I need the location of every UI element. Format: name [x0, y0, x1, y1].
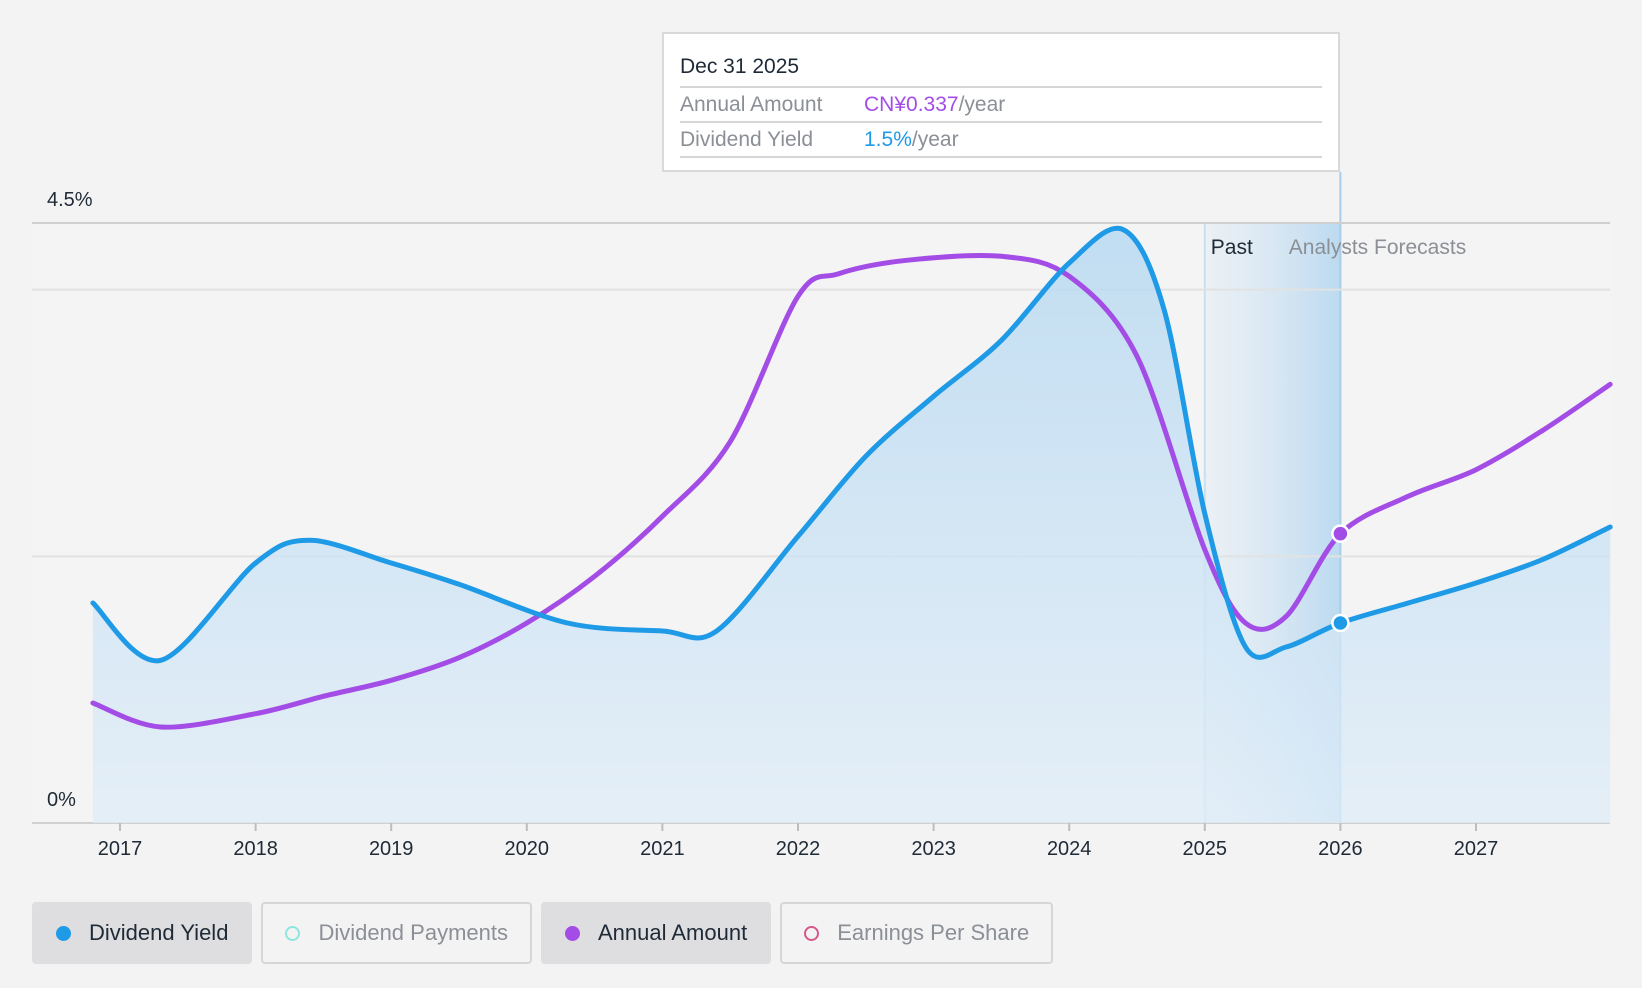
x-tick-label: 2024 — [1047, 838, 1092, 860]
x-tick-label: 2017 — [98, 838, 143, 860]
annual-amount-marker — [1331, 524, 1350, 543]
y-tick-label: 0% — [47, 789, 76, 811]
legend-label: Earnings Per Share — [837, 920, 1030, 945]
legend-dividend-yield[interactable]: Dividend Yield — [32, 902, 253, 964]
legend-dot-icon — [56, 925, 71, 941]
tooltip-row-annual-amount: Annual Amount CN¥0.337 /year — [680, 88, 1322, 123]
legend-ring-icon — [285, 925, 301, 941]
dividend-yield-line — [90, 225, 1613, 664]
x-tick-label: 2023 — [911, 838, 956, 860]
legend-label: Dividend Yield — [89, 920, 229, 945]
dividend-yield-marker — [1331, 613, 1350, 633]
legend-dividend-payments[interactable]: Dividend Payments — [261, 902, 532, 964]
tooltip-unit: /year — [958, 93, 1006, 116]
legend-earnings-per-share[interactable]: Earnings Per Share — [780, 902, 1054, 964]
legend-label: Dividend Payments — [318, 920, 508, 945]
past-label: Past — [1211, 236, 1253, 259]
x-tick-label: 2026 — [1318, 838, 1363, 860]
x-tick-label: 2019 — [369, 838, 414, 860]
chart-legend: Dividend Yield Dividend Payments Annual … — [32, 902, 1062, 964]
legend-label: Annual Amount — [597, 920, 748, 945]
x-tick-label: 2022 — [776, 838, 821, 860]
legend-annual-amount[interactable]: Annual Amount — [540, 902, 772, 964]
tooltip-label: Dividend Yield — [680, 128, 814, 151]
tooltip-row-dividend-yield: Dividend Yield 1.5% /year — [680, 123, 1322, 158]
x-tick-label: 2027 — [1454, 838, 1499, 860]
forecast-label: Analysts Forecasts — [1289, 236, 1466, 259]
tooltip-unit: /year — [911, 128, 959, 151]
x-tick-label: 2020 — [505, 838, 550, 860]
tooltip-value: 1.5% — [864, 128, 912, 151]
legend-dot-icon — [564, 925, 580, 941]
chart-tooltip: Dec 31 2025 Annual Amount CN¥0.337 /year… — [662, 32, 1340, 172]
y-tick-label: 4.5% — [47, 189, 93, 211]
dividend-yield-area — [92, 228, 1611, 824]
x-tick-label: 2025 — [1183, 838, 1228, 860]
x-tick-label: 2021 — [640, 838, 685, 860]
tooltip-date: Dec 31 2025 — [680, 34, 1322, 88]
legend-ring-icon — [804, 925, 820, 941]
x-tick-label: 2018 — [233, 838, 278, 860]
tooltip-label: Annual Amount — [680, 93, 823, 116]
tooltip-value: CN¥0.337 — [864, 93, 959, 116]
